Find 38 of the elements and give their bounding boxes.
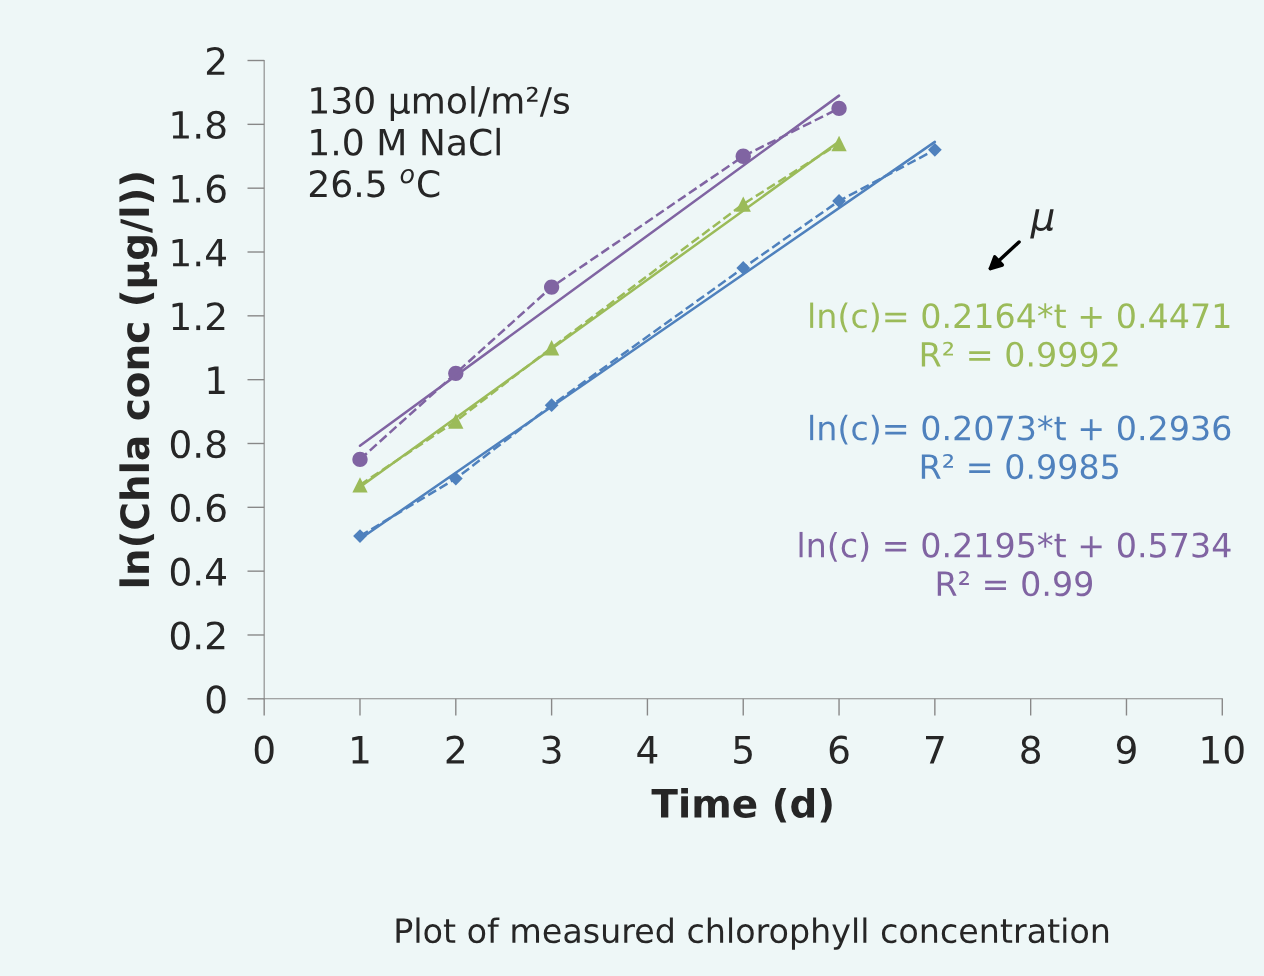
y-tick-label: 0 [206, 685, 226, 714]
annotation: μ [1030, 209, 1054, 239]
point [831, 100, 847, 117]
x-tick-label: 3 [542, 735, 561, 764]
y-tick-label: 1.2 [172, 302, 225, 331]
y-tick-label: 0.2 [170, 621, 225, 650]
text: ln(c) = 0.2195*t + 0.5734 R² = 0.99 [799, 531, 1231, 597]
x-tick-label: 7 [926, 736, 944, 764]
text: Plot of measured chlorophyll concentration [396, 917, 1109, 950]
x-tick-label: 4 [637, 736, 658, 764]
point [543, 279, 560, 295]
x-tick-label: 2 [446, 735, 464, 764]
y-tick-label: 0.8 [170, 429, 226, 459]
y-tick-label: 0.4 [170, 557, 226, 586]
y-tick-label: 1.4 [172, 238, 226, 267]
point [735, 148, 751, 164]
x-axis-title: Time (d) [651, 787, 832, 823]
text: ln(c)= 0.2164*t + 0.4471 R² = 0.9992 [810, 302, 1230, 367]
text: ln(c)= 0.2073*t + 0.2936 R² = 0.9985 [810, 414, 1231, 480]
x-tick-label: 9 [1116, 735, 1136, 764]
x-tick-label: 5 [734, 736, 752, 764]
point [352, 451, 368, 468]
y-axis-title: ln(Chla conc (µg/l)) [119, 173, 158, 587]
y-tick-label: 1.8 [172, 110, 226, 140]
y-tick-label: 1 [208, 366, 225, 394]
point [736, 261, 751, 275]
point [927, 143, 942, 157]
y-tick-label: 1.6 [172, 174, 226, 203]
x-tick-label: 10 [1202, 735, 1244, 764]
x-tick-label: 8 [1021, 735, 1041, 764]
y-tick-label: 0.6 [170, 493, 226, 523]
x-tick-label: 0 [254, 735, 274, 764]
point [448, 413, 464, 429]
x-tick-label: 6 [829, 735, 849, 764]
y-tick-label: 2 [206, 46, 225, 75]
point [352, 477, 368, 493]
x-tick-label: 1 [352, 736, 369, 764]
annotation: 130 μmol/m²/s 1.0 M NaCl 26.5 $^{o}$C [309, 86, 570, 198]
